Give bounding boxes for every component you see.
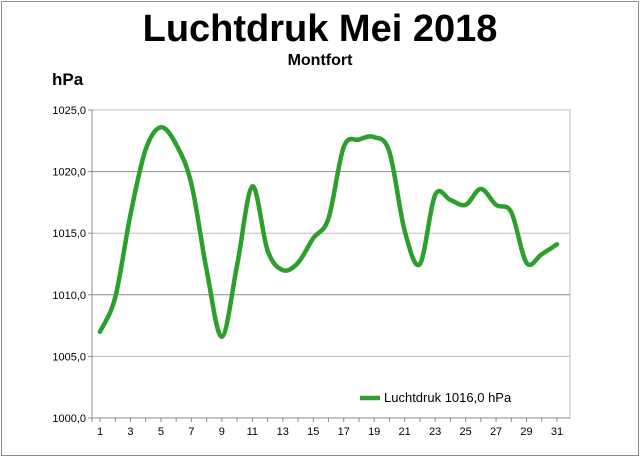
chart-title: Luchtdruk Mei 2018 [142, 8, 498, 50]
chart-subtitle: Montfort [287, 52, 353, 69]
x-tick-label: 13 [277, 426, 289, 438]
y-tick-label: 1000,0 [52, 413, 86, 425]
plot-border [91, 109, 571, 419]
x-tick-label: 23 [429, 426, 441, 438]
legend-label: Luchtdruk 1016,0 hPa [384, 390, 512, 405]
y-axis-label: hPa [52, 70, 84, 89]
x-tick-label: 25 [459, 426, 471, 438]
x-tick-label: 31 [551, 426, 563, 438]
x-tick-label: 17 [338, 426, 350, 438]
x-tick-label: 19 [368, 426, 380, 438]
x-tick-label: 9 [219, 426, 225, 438]
y-tick-label: 1010,0 [52, 290, 86, 302]
x-tick-label: 15 [307, 426, 319, 438]
y-tick-label: 1025,0 [52, 105, 86, 117]
x-tick-label: 3 [127, 426, 133, 438]
x-tick-label: 5 [158, 426, 164, 438]
y-tick-label: 1015,0 [52, 228, 86, 240]
y-tick-label: 1020,0 [52, 167, 86, 179]
series-line [97, 124, 560, 339]
x-tick-label: 27 [490, 426, 502, 438]
x-tick-label: 1 [97, 426, 103, 438]
x-tick-label: 29 [520, 426, 532, 438]
y-tick-label: 1005,0 [52, 351, 86, 363]
x-tick-label: 21 [399, 426, 411, 438]
x-tick-label: 11 [247, 426, 258, 438]
x-tick-label: 7 [188, 426, 194, 438]
